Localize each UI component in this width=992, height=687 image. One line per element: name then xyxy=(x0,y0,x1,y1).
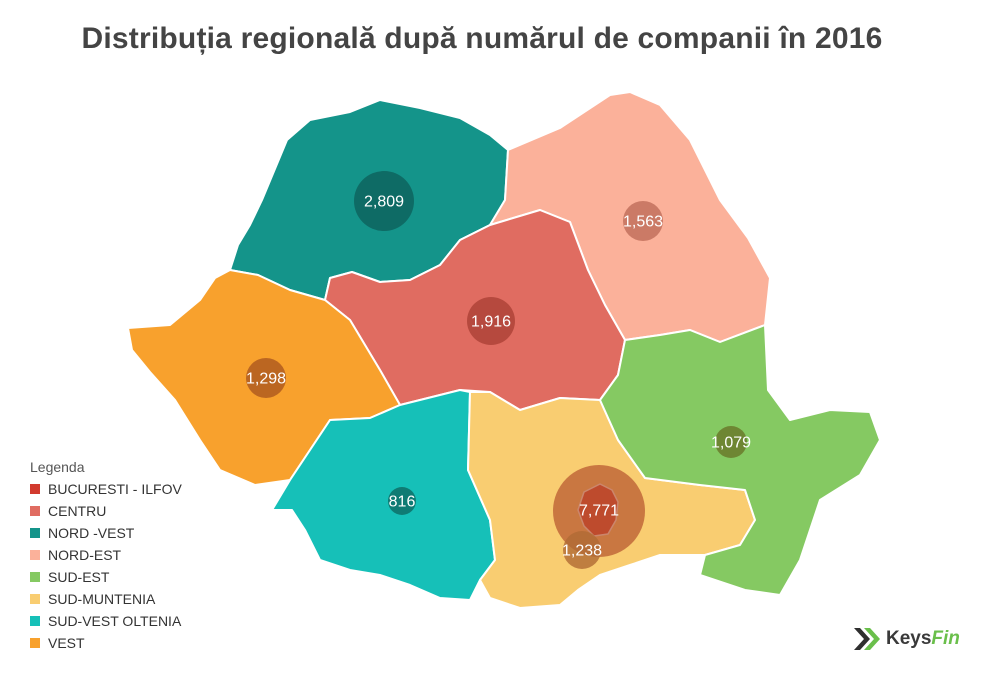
bubble-nord-est xyxy=(623,201,663,241)
legend-label: VEST xyxy=(48,635,85,651)
legend-swatch xyxy=(30,506,40,516)
legend-swatch xyxy=(30,616,40,626)
legend-label: NORD -VEST xyxy=(48,525,135,541)
label-vest: 1,298 xyxy=(246,371,286,388)
bubble-nord-vest xyxy=(354,171,414,231)
brand-logo: KeysFin xyxy=(852,626,960,652)
legend-label: SUD-EST xyxy=(48,569,110,585)
legend-item[interactable]: SUD-MUNTENIA xyxy=(30,588,182,610)
region-sud-est[interactable] xyxy=(599,324,881,596)
legend: Legenda BUCURESTI - ILFOV CENTRU NORD -V… xyxy=(30,459,182,654)
legend-item[interactable]: SUD-VEST OLTENIA xyxy=(30,610,182,632)
bubble-sud-vest-oltenia xyxy=(388,487,416,515)
legend-item[interactable]: VEST xyxy=(30,632,182,654)
label-nord-vest: 2,809 xyxy=(364,194,404,211)
brand-name-fin: Fin xyxy=(931,628,960,649)
label-bucuresti-ilfov: 7,771 xyxy=(579,503,619,520)
legend-label: CENTRU xyxy=(48,503,107,519)
legend-item[interactable]: BUCURESTI - ILFOV xyxy=(30,478,182,500)
legend-item[interactable]: CENTRU xyxy=(30,500,182,522)
label-nord-est: 1,563 xyxy=(623,214,663,231)
legend-item[interactable]: NORD -VEST xyxy=(30,522,182,544)
label-sud-vest-oltenia: 816 xyxy=(389,494,416,511)
legend-label: NORD-EST xyxy=(48,547,122,563)
legend-swatch xyxy=(30,528,40,538)
brand-name: KeysFin xyxy=(886,628,960,650)
label-sud-est: 1,079 xyxy=(711,435,751,452)
label-sud-muntenia: 1,238 xyxy=(562,543,602,560)
label-centru: 1,916 xyxy=(471,314,511,331)
legend-swatch xyxy=(30,638,40,648)
brand-name-keys: Keys xyxy=(886,628,932,649)
chart-title: Distribuția regională după numărul de co… xyxy=(81,22,883,55)
legend-swatch xyxy=(30,594,40,604)
legend-label: BUCURESTI - ILFOV xyxy=(48,481,182,497)
legend-label: SUD-MUNTENIA xyxy=(48,591,156,607)
legend-item[interactable]: NORD-EST xyxy=(30,544,182,566)
legend-item[interactable]: SUD-EST xyxy=(30,566,182,588)
legend-swatch xyxy=(30,484,40,494)
bubble-centru xyxy=(467,297,515,345)
legend-swatch xyxy=(30,550,40,560)
bubble-sud-muntenia xyxy=(563,531,601,569)
legend-label: SUD-VEST OLTENIA xyxy=(48,613,182,629)
legend-swatch xyxy=(30,572,40,582)
bubble-vest xyxy=(246,358,286,398)
keysfin-logo-icon xyxy=(854,628,880,650)
bubble-sud-est xyxy=(715,426,747,458)
legend-title: Legenda xyxy=(30,459,85,475)
